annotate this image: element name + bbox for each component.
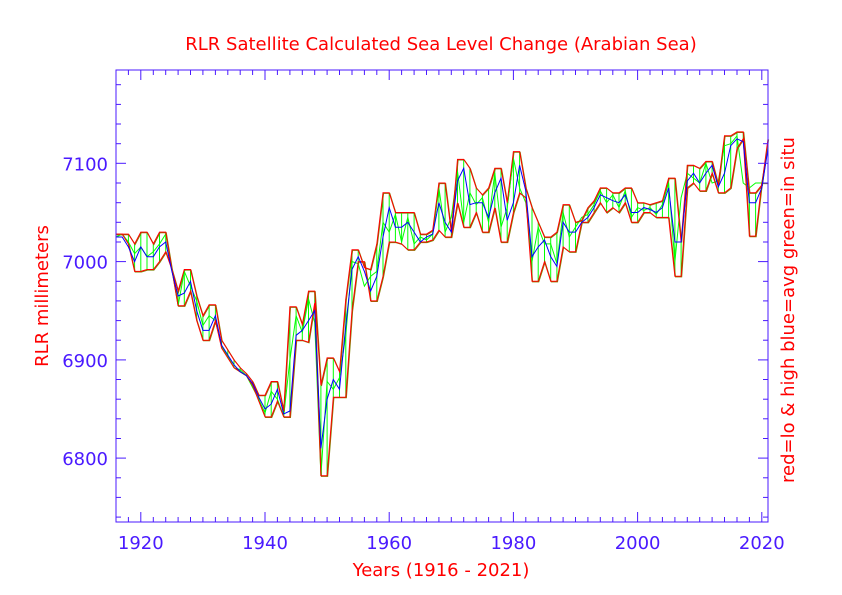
- x-tick-label: 2020: [739, 533, 785, 554]
- y-tick-label: 7000: [62, 253, 108, 274]
- x-tick-label: 1940: [242, 533, 288, 554]
- x-tick-label: 1960: [366, 533, 412, 554]
- y-tick-label: 7100: [62, 154, 108, 175]
- series-shadow-low: [116, 137, 769, 477]
- y-axis-ticks: 6800 6900 7000 7100: [62, 84, 768, 518]
- y-axis-label: RLR millimeters: [32, 225, 53, 367]
- series-line-avg: [116, 138, 769, 449]
- plot-frame: [115, 69, 769, 523]
- y-tick-label: 6900: [62, 351, 108, 372]
- series-line-high: [116, 131, 769, 412]
- x-axis-label: Years (1916 - 2021): [352, 560, 530, 581]
- x-tick-label: 2000: [615, 533, 661, 554]
- plot-layers: [115, 131, 770, 477]
- series-line-low: [116, 137, 768, 477]
- x-axis-ticks: 1920 1940 1960 1980 2000 2020: [118, 70, 785, 554]
- x-tick-label: 1980: [490, 533, 536, 554]
- y-tick-label: 6800: [62, 449, 108, 470]
- legend-label: red=lo & high blue=avg green=in situ: [778, 137, 799, 483]
- x-tick-label: 1920: [118, 533, 164, 554]
- series-shadow-high: [116, 131, 770, 412]
- chart-title: RLR Satellite Calculated Sea Level Chang…: [185, 34, 696, 55]
